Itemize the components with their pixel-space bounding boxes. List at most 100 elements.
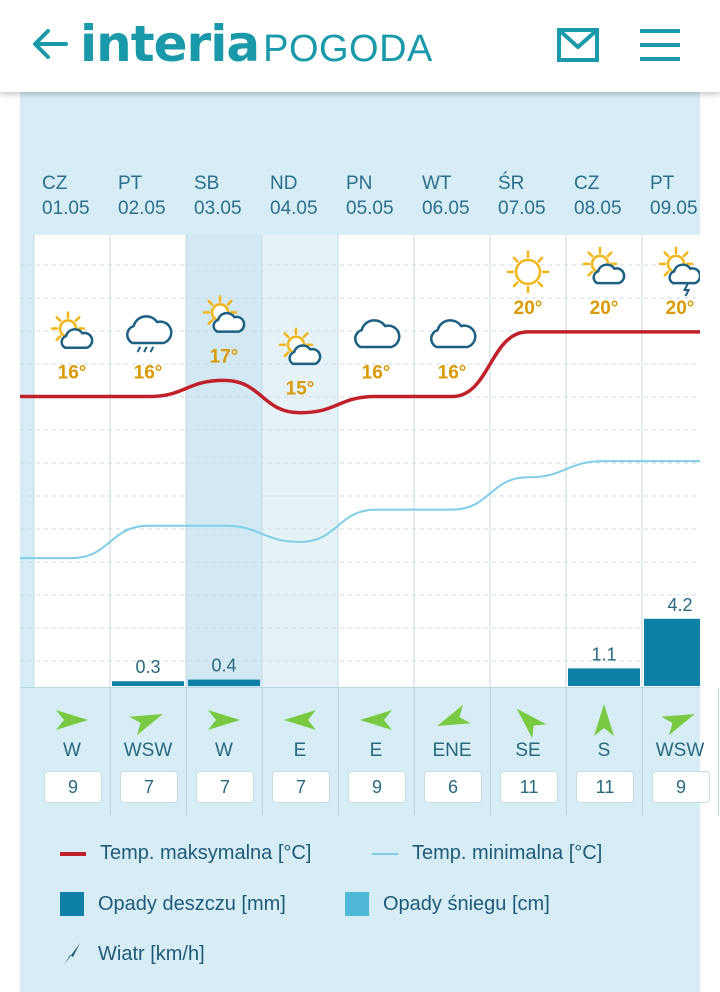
wind-direction-icon [661,714,695,736]
day-header: WT 06.05 [414,155,490,235]
min-temp-line [20,460,700,560]
wind-direction-icon [129,714,163,736]
day-name: ND [270,173,298,194]
wind-speed: 9 [44,771,102,803]
day-date: 08.05 [574,198,622,219]
wind-direction-icon [594,704,614,736]
max-temp-label: 16° [438,363,467,384]
day-date: 01.05 [42,198,90,219]
interia-logo[interactable]: interia POGODA [80,14,433,74]
wind-speed: 11 [500,771,558,803]
max-temp-label: 16° [362,363,391,384]
day-date: 03.05 [194,198,242,219]
cloud-rain-icon [126,315,173,353]
sun-cloud-icon [582,246,626,285]
day-date: 07.05 [498,198,546,219]
day-header: CZ 08.05 [566,155,642,235]
wind-direction: WSW [655,740,705,761]
day-name: CZ [42,173,68,194]
wind-cell: WSW 7 [110,688,187,816]
day-name: CZ [574,173,600,194]
wind-speed: 7 [272,771,330,803]
day-name: PT [650,173,675,194]
wind-speed: 7 [120,771,178,803]
max-temp-swatch [60,851,86,856]
legend-label: Wiatr [km/h] [98,942,205,965]
day-date: 06.05 [422,198,470,219]
mail-icon[interactable] [556,27,600,63]
legend-label: Temp. maksymalna [°C] [100,842,312,864]
app-header: interia POGODA [0,0,720,92]
wind-direction: E [369,740,383,761]
day-date: 09.05 [650,198,698,219]
max-temp-label: 17° [210,346,239,367]
wind-cell: SE 11 [490,688,567,816]
rain-label: 4.2 [667,595,692,615]
day-column [490,235,566,687]
day-header: ŚR 07.05 [490,155,566,235]
wind-direction: ENE [432,740,472,761]
wind-direction: W [215,740,233,761]
snow-swatch [345,892,369,916]
day-date: 02.05 [118,198,166,219]
day-date: 04.05 [270,198,318,219]
rain-bar [188,679,260,686]
chart-legend: Temp. maksymalna [°C] Temp. minimalna [°… [20,815,700,992]
wind-arrow-icon [64,943,80,965]
rain-label: 1.1 [591,644,616,664]
section-name: POGODA [263,28,433,70]
rain-swatch [60,892,84,916]
day-column [34,235,110,687]
day-column [262,235,338,687]
day-name: SB [194,173,220,194]
day-header-row: CZ 01.05 PT 02.05 SB 03.05 ND 04.05 PN 05.05 … [20,155,700,235]
wind-speed: 9 [348,771,406,803]
legend-wind: Wiatr [km/h] [60,941,205,967]
day-date: 05.05 [346,198,394,219]
wind-cell: S 11 [566,688,643,816]
wind-cell: WSW 9 [642,688,719,816]
wind-speed: 7 [196,771,254,803]
wind-direction: WSW [123,740,173,761]
arrow-left-icon[interactable] [28,22,72,66]
day-name: PN [346,173,373,194]
rain-bar [568,668,640,686]
legend-snow: Opady śniegu [cm] [345,892,550,916]
min-temp-swatch [372,852,398,855]
day-header: PT 09.05 [642,155,718,235]
wind-direction-icon [208,710,240,730]
day-name: WT [422,173,452,194]
legend-label: Opady śniegu [cm] [383,892,550,915]
sun-cloud-icon [50,311,94,349]
cloud-icon [430,319,477,349]
day-column [110,235,186,687]
sun-cloud-icon [202,295,246,333]
hamburger-menu-icon[interactable] [638,26,682,64]
wind-speed: 11 [576,771,634,803]
wind-speed: 6 [424,771,482,803]
wind-cell: ENE 6 [414,688,491,816]
max-temp-label: 20° [514,298,543,319]
day-column [338,235,414,687]
wind-direction: W [63,740,81,761]
wind-direction-icon [56,710,88,730]
day-column [414,235,490,687]
rain-bar [112,681,184,686]
legend-rain: Opady deszczu [mm] [60,892,286,916]
max-temp-line [20,330,700,415]
day-header: PN 05.05 [338,155,414,235]
legend-min-temp: Temp. minimalna [°C] [372,842,602,865]
day-name: PT [118,173,143,194]
day-column [186,235,262,687]
wind-row: W 9 WSW 7 W 7 E 7 E 9 ENE 6 SE 11 S 11 WSW 9 [20,687,719,816]
sun-cloud-storm-icon [658,246,700,297]
rain-bar [644,618,700,686]
wind-speed: 9 [652,771,710,803]
max-temp-label: 16° [58,363,87,384]
rain-label: 0.3 [135,657,160,677]
max-temp-label: 16° [134,363,163,384]
wind-direction-icon [360,710,392,730]
